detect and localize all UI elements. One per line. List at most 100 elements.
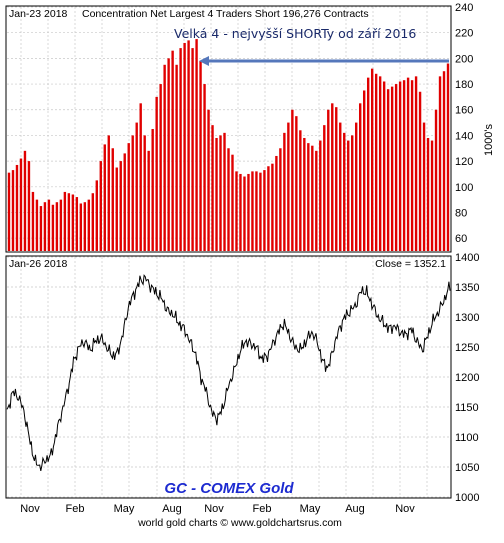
bar — [283, 132, 286, 251]
bar — [115, 167, 118, 251]
bar — [19, 158, 23, 251]
bar — [359, 103, 362, 251]
bar — [191, 48, 194, 251]
bar — [251, 171, 254, 251]
bar — [402, 80, 406, 251]
bar — [211, 125, 214, 251]
bar — [339, 122, 342, 251]
annotation-text: Velká 4 - nejvyšší SHORTy od září 2016 — [174, 26, 416, 41]
bar — [446, 63, 450, 251]
bar — [370, 68, 374, 251]
bar — [347, 140, 350, 251]
bar — [31, 191, 35, 251]
bar — [183, 42, 186, 252]
bottom-header-date: Jan-26 2018 — [9, 258, 68, 270]
bar — [75, 197, 79, 251]
bar — [287, 122, 290, 251]
bar — [235, 171, 238, 251]
bar — [335, 107, 338, 251]
x-tick-label: Aug — [162, 503, 182, 515]
bar — [263, 170, 266, 251]
bar — [199, 60, 202, 251]
top-y-tick: 100 — [455, 182, 473, 194]
bar — [59, 199, 63, 251]
top-y-tick: 240 — [455, 2, 473, 14]
bar — [410, 80, 414, 251]
bar — [243, 176, 246, 251]
bottom-y-tick: 1400 — [455, 252, 479, 264]
bar — [295, 116, 298, 251]
bar — [315, 150, 318, 251]
bottom-y-tick: 1300 — [455, 312, 479, 324]
bar — [374, 73, 378, 251]
top-y-tick: 220 — [455, 28, 473, 40]
bar — [378, 76, 382, 251]
bar — [123, 153, 126, 251]
bar — [39, 206, 43, 251]
top-y-tick: 80 — [455, 207, 467, 219]
bar — [223, 132, 226, 251]
x-tick-label: May — [300, 503, 321, 515]
annotation-arrow — [199, 56, 449, 66]
bar — [107, 135, 110, 251]
bar — [426, 137, 430, 251]
top-y-tick-labels: 60 80 100 120 140 160 180 200 220 240 — [455, 2, 473, 245]
bar — [15, 164, 19, 251]
bar — [351, 135, 354, 251]
bar — [131, 135, 134, 251]
x-tick-label: May — [114, 503, 135, 515]
bar — [55, 202, 59, 251]
bar — [219, 135, 222, 251]
bottom-gridlines — [7, 256, 450, 498]
x-tick-label: Feb — [66, 503, 85, 515]
gold-price-line — [6, 274, 451, 471]
bar — [195, 39, 198, 252]
bar — [163, 64, 166, 251]
bar — [231, 154, 234, 251]
bottom-chart-title: GC - COMEX Gold — [164, 480, 294, 497]
bottom-y-tick: 1050 — [455, 462, 479, 474]
bar — [151, 129, 154, 251]
bar — [119, 161, 122, 251]
x-tick-label: Aug — [345, 503, 365, 515]
x-tick-label: Nov — [395, 503, 415, 515]
bar — [167, 58, 170, 251]
bar — [299, 130, 302, 251]
footer-credit: world gold charts © www.goldchartsrus.co… — [137, 517, 342, 529]
close-label: Close = 1352.1 — [375, 258, 446, 270]
bar — [267, 166, 270, 251]
bottom-y-tick: 1250 — [455, 342, 479, 354]
x-tick-label: Nov — [20, 503, 40, 515]
bar — [418, 91, 422, 251]
top-y-tick: 160 — [455, 105, 473, 117]
bar — [95, 180, 98, 251]
top-chart-title: Concentration Net Largest 4 Traders Shor… — [82, 8, 369, 20]
bar — [171, 50, 174, 251]
bottom-y-tick: 1350 — [455, 282, 479, 294]
bar — [47, 199, 51, 251]
bar — [127, 143, 130, 251]
bar — [155, 96, 158, 251]
bar — [215, 137, 218, 251]
bar — [275, 155, 278, 251]
bar — [398, 81, 402, 251]
bottom-y-tick: 1000 — [455, 492, 479, 504]
top-y-tick: 180 — [455, 79, 473, 91]
bar — [430, 140, 434, 251]
bar — [203, 84, 206, 251]
bar — [143, 135, 146, 251]
bar — [91, 193, 95, 251]
bottom-y-tick: 1150 — [455, 402, 479, 414]
bar — [83, 202, 87, 251]
top-y-tick: 200 — [455, 53, 473, 65]
bar — [422, 122, 426, 251]
bar — [442, 71, 446, 251]
top-y-tick: 60 — [455, 233, 467, 245]
bar — [355, 122, 358, 251]
bar — [331, 103, 334, 251]
bar — [362, 90, 366, 251]
bar — [311, 145, 314, 251]
bar — [319, 140, 322, 251]
bar — [343, 132, 346, 251]
x-tick-labels: Nov Feb May Aug Nov Feb May Aug Nov — [20, 503, 415, 515]
